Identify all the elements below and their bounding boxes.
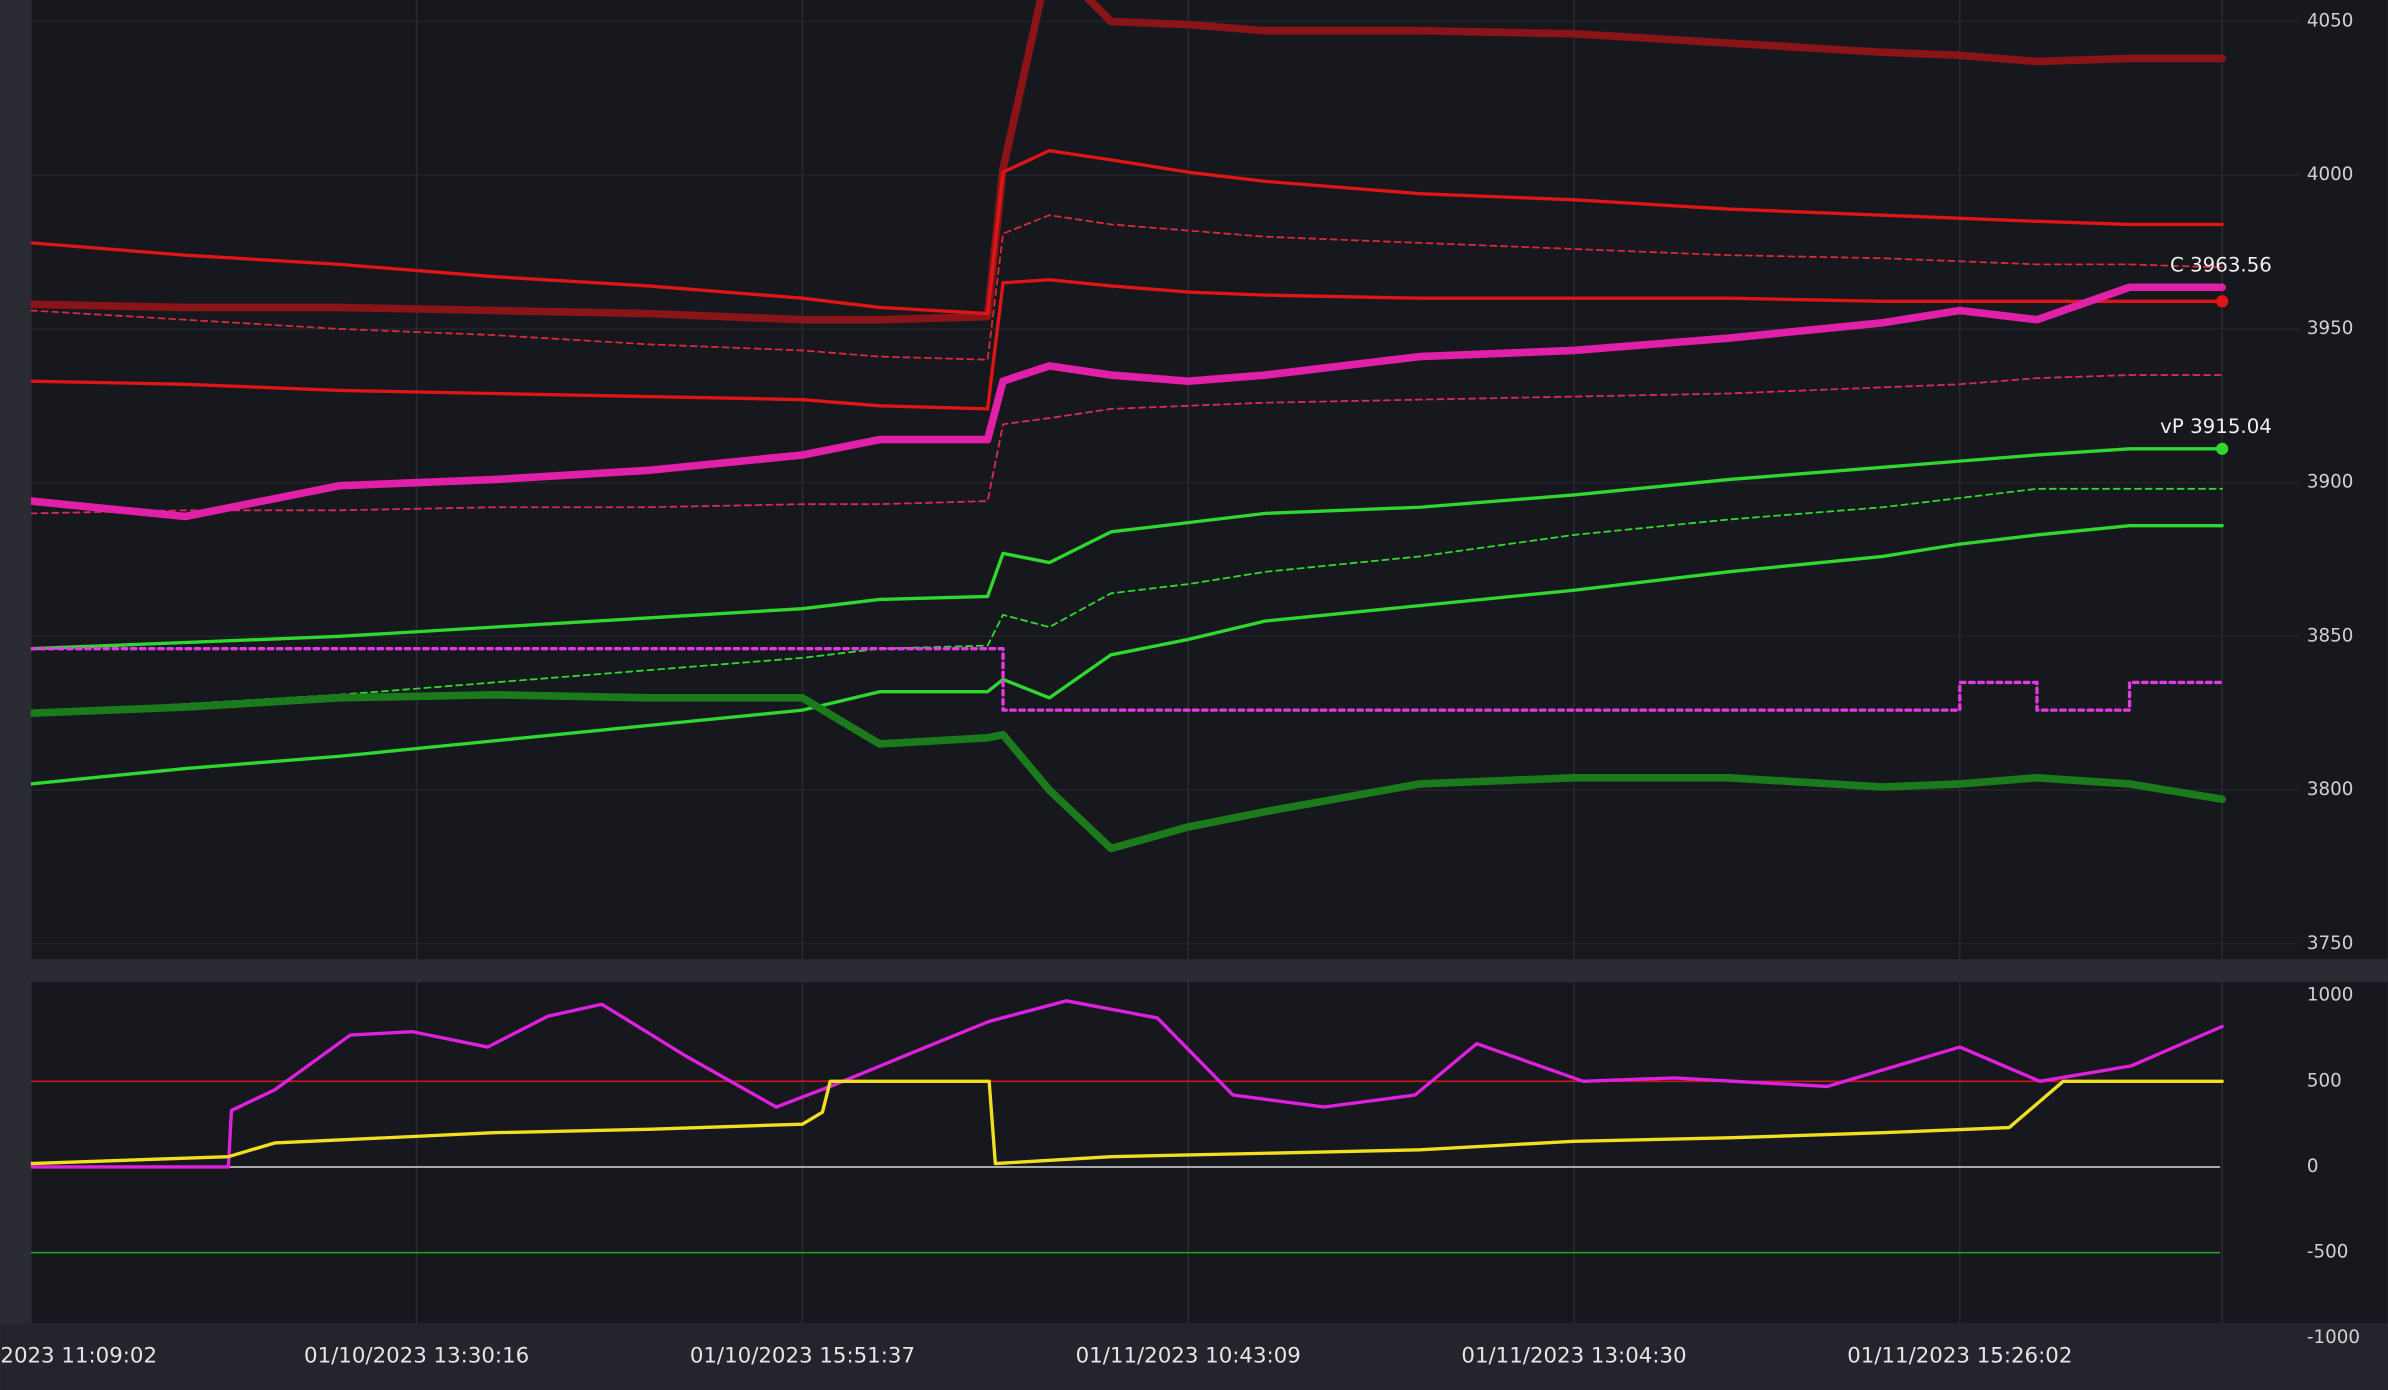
series-line — [30, 214, 2224, 361]
y-tick-label: 1000 — [2307, 985, 2353, 1006]
end-marker — [2216, 295, 2229, 308]
end-marker — [2216, 442, 2229, 455]
x-tick-label: 01/10/2023 13:30:16 — [304, 1344, 529, 1369]
series-line — [30, 278, 2224, 411]
series-line — [30, 374, 2224, 515]
series-line — [30, 283, 2226, 521]
series-line — [30, 447, 2224, 651]
x-tick-label: 01/11/2023 10:43:09 — [1076, 1344, 1301, 1369]
series-line — [30, 148, 2224, 316]
series-line — [30, 487, 2224, 715]
y-tick-label: 500 — [2307, 1070, 2342, 1091]
y-tick-label: 4050 — [2307, 11, 2353, 32]
price-label: C 3963.56 — [2170, 253, 2272, 276]
series-line — [30, 999, 2224, 1169]
y-tick-label: 0 — [2307, 1156, 2319, 1177]
series-line — [30, 646, 2224, 712]
y-tick-label: -1000 — [2307, 1327, 2360, 1348]
main-panel — [30, 0, 2388, 960]
x-tick-label: 01/11/2023 13:04:30 — [1461, 1344, 1686, 1369]
series-line — [30, 524, 2224, 786]
oscillator-panel — [30, 981, 2388, 1324]
series-line — [30, 0, 2226, 324]
y-tick-label: 3850 — [2307, 625, 2353, 646]
time-axis — [0, 1323, 2388, 1390]
y-tick-label: 3800 — [2307, 779, 2353, 800]
x-tick-label: 2023 11:09:02 — [0, 1344, 157, 1369]
y-tick-label: 3750 — [2307, 933, 2353, 954]
price-label: vP 3915.04 — [2160, 415, 2272, 438]
y-tick-label: 4000 — [2307, 164, 2353, 185]
y-tick-label: 3950 — [2307, 318, 2353, 339]
x-tick-label: 01/10/2023 15:51:37 — [690, 1344, 915, 1369]
series-line — [30, 690, 2226, 853]
series-line — [30, 1079, 2224, 1166]
y-tick-label: -500 — [2307, 1242, 2348, 1263]
y-tick-label: 3900 — [2307, 472, 2353, 493]
plot-area — [30, 999, 2224, 1254]
plot-area — [30, 0, 2300, 945]
x-tick-label: 01/11/2023 15:26:02 — [1847, 1344, 2072, 1369]
